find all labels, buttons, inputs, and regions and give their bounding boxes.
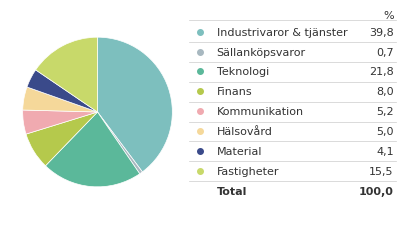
Text: 5,0: 5,0 [376,126,394,137]
Text: Hälsovård: Hälsovård [217,126,273,137]
Text: 4,1: 4,1 [376,146,394,156]
Text: Fastigheter: Fastigheter [217,166,279,176]
Wedge shape [26,112,98,166]
Text: 21,8: 21,8 [369,67,394,77]
Text: Industrivaror & tjänster: Industrivaror & tjänster [217,27,347,38]
Text: Kommunikation: Kommunikation [217,107,304,117]
Text: 100,0: 100,0 [359,186,394,196]
Text: Material: Material [217,146,262,156]
Wedge shape [23,110,98,135]
Text: 15,5: 15,5 [369,166,394,176]
Text: Sällanköpsvaror: Sällanköpsvaror [217,47,306,57]
Text: 5,2: 5,2 [376,107,394,117]
Text: 39,8: 39,8 [369,27,394,38]
Wedge shape [98,38,172,172]
Text: Total: Total [217,186,247,196]
Text: Teknologi: Teknologi [217,67,269,77]
Text: 0,7: 0,7 [376,47,394,57]
Wedge shape [98,112,142,174]
Wedge shape [36,38,98,112]
Text: 8,0: 8,0 [376,87,394,97]
Wedge shape [45,112,140,187]
Wedge shape [23,88,98,112]
Wedge shape [27,71,98,112]
Text: Finans: Finans [217,87,252,97]
Text: %: % [383,11,394,21]
